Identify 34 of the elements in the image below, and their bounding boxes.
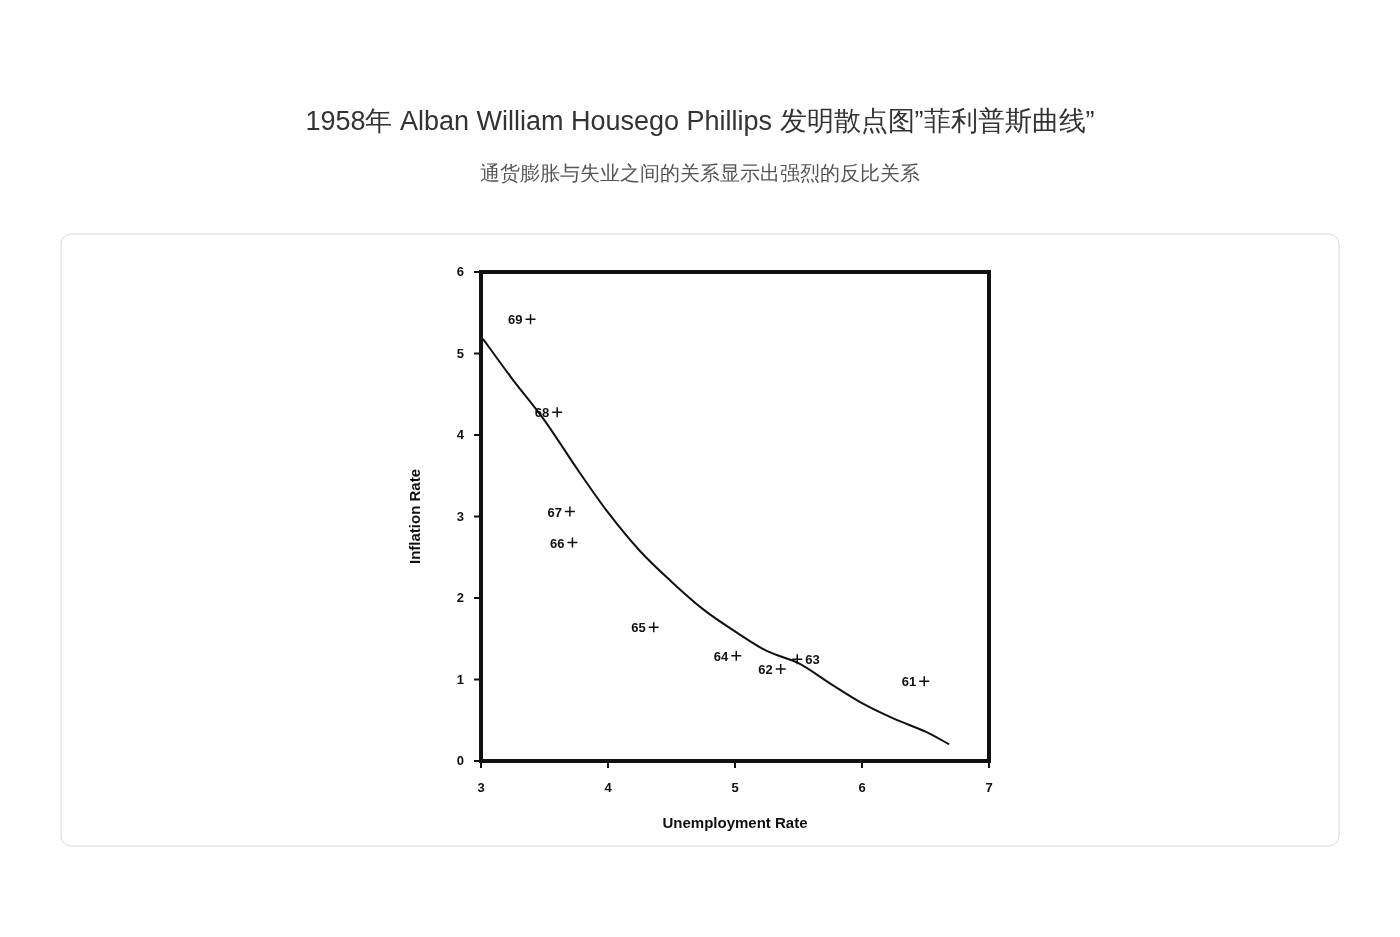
y-tick-label: 2 <box>456 590 464 605</box>
y-axis-title: Inflation Rate <box>406 468 423 565</box>
point <box>566 536 579 549</box>
point <box>524 313 537 326</box>
y-tick-label: 5 <box>456 345 464 361</box>
point <box>791 653 803 665</box>
annotation: 65 <box>631 620 646 636</box>
x-axis-title: Unemployment Rate <box>662 814 808 831</box>
annotation: 66 <box>549 535 565 551</box>
annotation: 63 <box>805 652 820 668</box>
chart-title: 1958年 Alban William Housego Phillips 发明散点图”菲利普斯曲线” <box>305 106 1095 136</box>
x-tick-label: 5 <box>731 780 739 795</box>
line-series <box>482 338 950 745</box>
y-tick-label: 6 <box>456 264 464 279</box>
y-tick-label: 1 <box>456 671 464 687</box>
y-tick-label: 0 <box>456 753 464 768</box>
point <box>647 621 660 634</box>
annotation: 62 <box>758 661 773 677</box>
annotation: 64 <box>713 648 730 664</box>
point <box>551 406 563 418</box>
x-tick-label: 7 <box>985 780 993 795</box>
x-tick-label: 3 <box>477 780 485 795</box>
point <box>730 650 743 662</box>
chart-subtitle: 通货膨胀与失业之间的关系显示出强烈的反比关系 <box>480 162 920 184</box>
x-tick-label: 6 <box>858 780 866 795</box>
y-tick-label: 3 <box>456 508 464 524</box>
x-tick-label: 4 <box>604 780 613 795</box>
point <box>918 675 930 687</box>
point <box>774 663 787 675</box>
y-tick-label: 4 <box>456 427 465 442</box>
point <box>564 505 576 518</box>
annotation: 69 <box>508 312 523 328</box>
annotation: 61 <box>901 674 917 690</box>
annotation: 67 <box>547 504 562 520</box>
